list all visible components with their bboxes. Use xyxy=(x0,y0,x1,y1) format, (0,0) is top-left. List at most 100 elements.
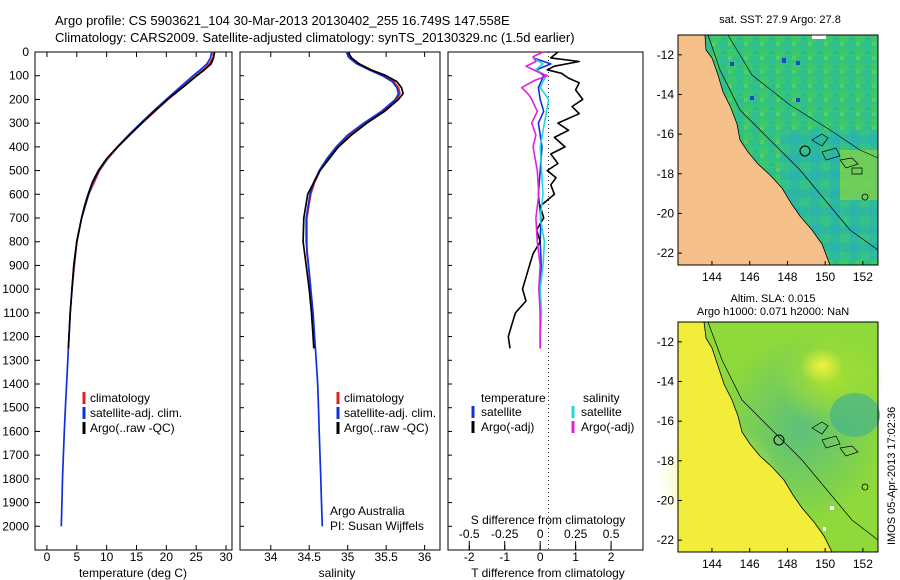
sst-shelf-contour xyxy=(707,34,879,251)
map-y-tick-label: -20 xyxy=(657,493,675,507)
sst-small-marker xyxy=(861,193,869,201)
map-x-tick-label: 144 xyxy=(702,270,722,284)
sla-yellow-high xyxy=(800,348,844,384)
figure-title-line1: Argo profile: CS 5903621_104 30-Mar-2013… xyxy=(55,13,510,28)
legend-label-climatology: climatology xyxy=(90,391,150,405)
sst-cell xyxy=(750,96,754,100)
depth-tick-label: 600 xyxy=(9,187,29,201)
sla-map xyxy=(660,321,885,553)
legend-label-satellite: satellite-adj. clim. xyxy=(90,406,182,420)
s-tick-label: -0.5 xyxy=(459,527,480,541)
sst-land xyxy=(677,34,831,266)
salinity-plot-frame xyxy=(239,51,441,551)
depth-tick-label: 1700 xyxy=(2,448,29,462)
sst-reef-contour xyxy=(727,34,879,159)
sla-small-marker xyxy=(861,483,869,491)
salinity-legend: climatology satellite-adj. clim. Argo(..… xyxy=(336,391,436,435)
map-y-tick-label: -16 xyxy=(657,127,675,141)
map-y-tick-label: -22 xyxy=(657,246,675,260)
depth-tick-label: 1000 xyxy=(2,282,29,296)
map-y-tick-label: -14 xyxy=(657,374,675,388)
x-tick-label: -2 xyxy=(464,550,475,564)
depth-tick-label: 800 xyxy=(9,235,29,249)
sst-argo-marker xyxy=(799,145,811,157)
depth-tick-label: 2000 xyxy=(2,519,29,533)
difference-legend: temperature salinity satellite Argo(-adj… xyxy=(471,391,634,434)
map-x-tick-label: 148 xyxy=(777,270,797,284)
credit-institution: Argo Australia xyxy=(330,504,405,518)
series-salinity-argo-adj- xyxy=(520,51,549,349)
depth-tick-label: 900 xyxy=(9,258,29,272)
sst-map-title: sat. SST: 27.9 Argo: 27.8 xyxy=(719,14,841,26)
sst-cell xyxy=(812,35,826,39)
legend-label-argo: Argo(..raw -QC) xyxy=(344,421,429,435)
map-y-tick-label: -14 xyxy=(657,87,675,101)
map-x-tick-label: 150 xyxy=(815,270,835,284)
legend-label-temperature-argo: Argo(-adj) xyxy=(481,420,534,434)
salinity-series xyxy=(302,51,404,527)
depth-tick-label: 1300 xyxy=(2,353,29,367)
x-tick-label: 30 xyxy=(219,550,233,564)
x-tick-label: 34 xyxy=(264,550,278,564)
depth-tick-label: 1600 xyxy=(2,424,29,438)
legend-label-argo: Argo(..raw -QC) xyxy=(90,421,175,435)
s-tick-label: 0.5 xyxy=(603,527,620,541)
legend-header-temperature: temperature xyxy=(481,391,546,405)
x-tick-label: 0 xyxy=(537,550,544,564)
figure-title-line2: Climatology: CARS2009. Satellite-adjuste… xyxy=(55,30,575,45)
depth-tick-label: 1400 xyxy=(2,377,29,391)
map-x-tick-label: 146 xyxy=(740,270,760,284)
sla-map-title-line2: Argo h1000: 0.071 h2000: NaN xyxy=(697,306,849,318)
map-y-tick-label: -16 xyxy=(657,414,675,428)
x-tick-label: 0 xyxy=(44,550,51,564)
map-y-tick-label: -18 xyxy=(657,454,675,468)
sla-land xyxy=(677,321,833,553)
x-tick-label: 1 xyxy=(572,550,579,564)
map-y-tick-label: -12 xyxy=(657,48,675,62)
legend-label-climatology: climatology xyxy=(344,391,404,405)
legend-header-salinity: salinity xyxy=(583,391,620,405)
s-tick-label: -0.25 xyxy=(491,527,519,541)
depth-tick-label: 1500 xyxy=(2,401,29,415)
temperature-legend: climatology satellite-adj. clim. Argo(..… xyxy=(82,391,182,435)
x-tick-label: 2 xyxy=(608,550,615,564)
legend-label-salinity-satellite: satellite xyxy=(581,405,622,419)
depth-tick-label: 500 xyxy=(9,164,29,178)
temperature-axis-label: temperature (deg C) xyxy=(79,566,187,580)
x-tick-label: 10 xyxy=(100,550,114,564)
x-tick-label: 34.5 xyxy=(298,550,322,564)
legend-label-temperature-satellite: satellite xyxy=(481,405,522,419)
s-tick-label: 0 xyxy=(537,527,544,541)
footer-timestamp: IMOS 05-Apr-2013 17:02:36 xyxy=(886,407,898,545)
sla-map-frame xyxy=(677,321,879,553)
depth-tick-label: 100 xyxy=(9,69,29,83)
t-difference-axis-label: T difference from climatology xyxy=(471,566,625,580)
x-tick-label: 25 xyxy=(190,550,204,564)
depth-tick-label: 0 xyxy=(22,45,29,59)
sla-map-title-line1: Altim. SLA: 0.015 xyxy=(731,293,816,305)
x-tick-label: 20 xyxy=(160,550,174,564)
legend-label-satellite: satellite-adj. clim. xyxy=(344,406,436,420)
series-temperature-argo-adj- xyxy=(507,51,584,349)
map-y-tick-label: -12 xyxy=(657,335,675,349)
difference-x-axis: -2 -1 0 1 2 -0.5 -0.25 0 0.25 0.5 xyxy=(459,527,620,564)
depth-tick-label: 300 xyxy=(9,116,29,130)
sst-cell xyxy=(796,61,800,65)
sst-map xyxy=(677,34,879,266)
sst-map-axes: 144 146 148 150 152 -12 -14 -16 -18 -20 -22 xyxy=(657,48,874,284)
x-tick-label: -1 xyxy=(499,550,510,564)
x-tick-label: 15 xyxy=(130,550,144,564)
map-x-tick-label: 146 xyxy=(740,557,760,571)
sst-cell xyxy=(782,58,786,63)
difference-plot-frame xyxy=(447,51,644,551)
sla-cell xyxy=(823,527,826,531)
sst-reef-islands xyxy=(811,133,863,175)
temperature-series xyxy=(60,51,216,527)
depth-tick-label: 200 xyxy=(9,92,29,106)
depth-axis: 0 100 200 300 400 500 600 700 800 900 1000 1100 1200… xyxy=(2,45,452,533)
salinity-x-axis: 34 34.5 35 35.5 36 xyxy=(264,52,432,564)
sla-reef-islands xyxy=(811,421,859,457)
map-y-tick-label: -18 xyxy=(657,167,675,181)
sst-cell xyxy=(796,98,800,102)
depth-tick-label: 400 xyxy=(9,140,29,154)
